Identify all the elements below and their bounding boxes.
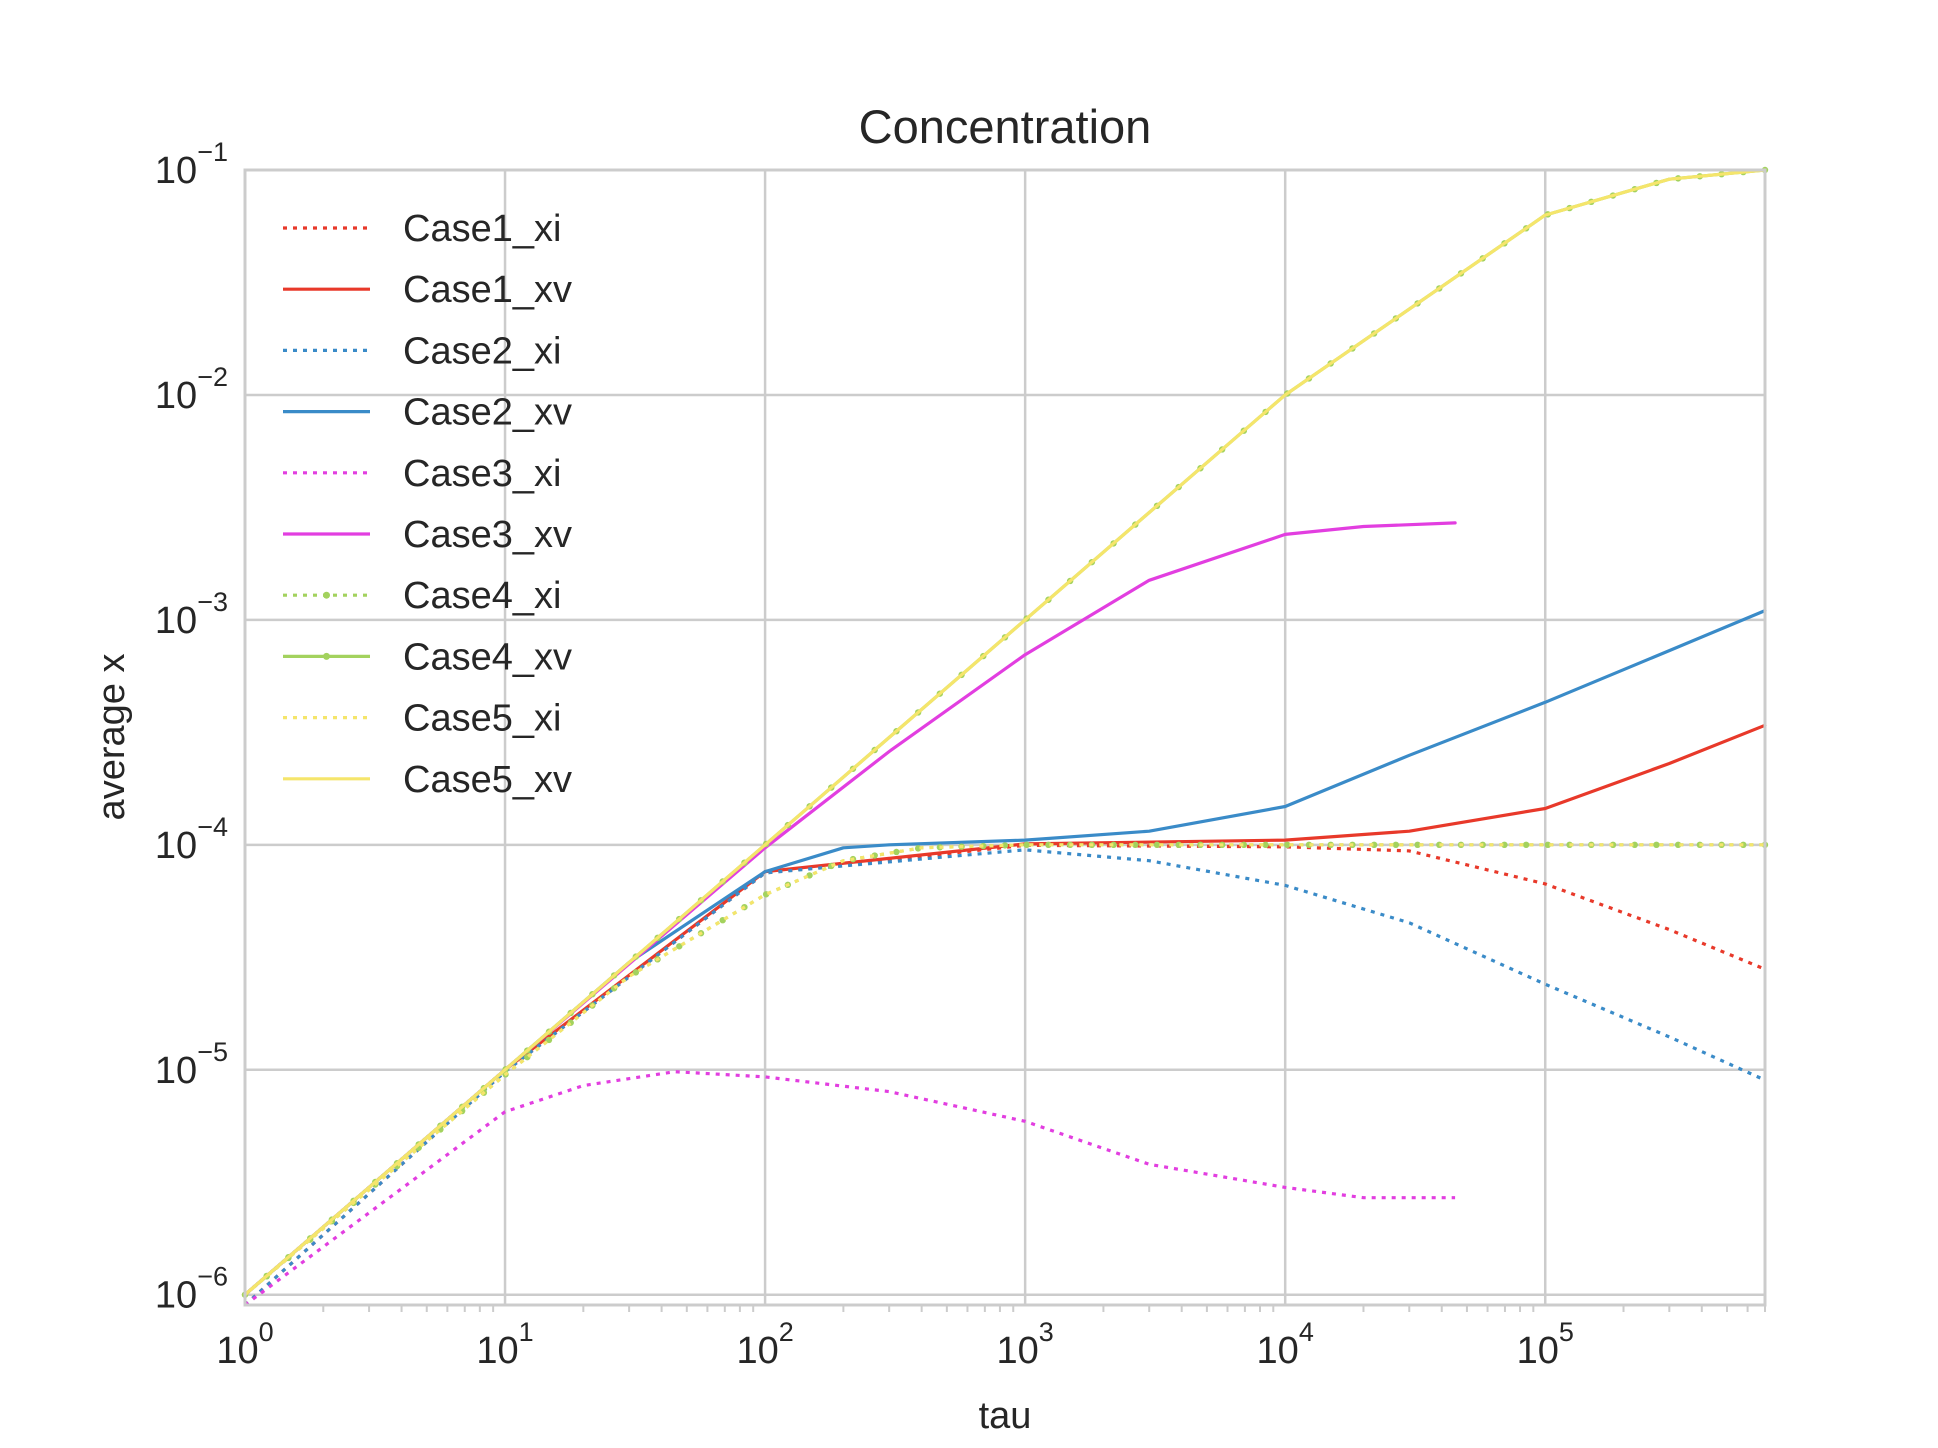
series-line-case5-xv [243, 168, 1767, 1297]
series-line-case5-xi [243, 843, 1765, 1296]
series-line-case1-xi [243, 843, 1766, 1307]
legend-item: Case4_xv [283, 636, 572, 678]
series-marker [1414, 841, 1421, 849]
y-axis-label: average x [91, 654, 133, 821]
legend-label: Case4_xv [403, 636, 572, 678]
legend-marker [323, 591, 330, 599]
series-marker [1023, 841, 1030, 849]
series-marker [893, 848, 900, 856]
chart-title: Concentration [859, 100, 1152, 153]
series-marker [1653, 841, 1660, 849]
series-marker [1153, 841, 1161, 849]
axes-frame [243, 168, 1767, 1307]
x-axis-label: tau [979, 1395, 1032, 1437]
grid [245, 170, 1765, 1305]
legend-item: Case2_xi [283, 330, 561, 372]
legend-item: Case2_xv [283, 392, 572, 434]
series-marker [632, 969, 640, 976]
legend-label: Case2_xv [403, 392, 572, 434]
series-marker [676, 943, 683, 950]
series-marker [1392, 841, 1400, 849]
legend-label: Case2_xi [403, 330, 561, 372]
series-marker [1284, 841, 1291, 849]
legend-label: Case5_xv [403, 759, 572, 801]
legend-label: Case3_xi [403, 453, 561, 495]
legend-item: Case1_xv [283, 269, 572, 311]
legend: Case1_xi Case1_xv Case2_xi Case2_xv Case3_xi… [283, 208, 572, 801]
legend-label: Case3_xv [403, 514, 572, 556]
legend-label: Case4_xi [403, 575, 561, 617]
series-marker [1262, 841, 1269, 849]
plot-area [241, 166, 1769, 1307]
legend-label: Case5_xi [403, 698, 561, 740]
series-marker [545, 1036, 553, 1044]
legend-item: Case3_xv [283, 514, 572, 556]
series-marker [1132, 841, 1139, 849]
legend-label: Case1_xv [403, 269, 572, 311]
legend-item: Case4_xi [283, 575, 561, 617]
series-marker [1522, 841, 1530, 849]
legend-item: Case3_xi [283, 453, 561, 495]
legend-item: Case1_xi [283, 208, 561, 250]
legend-item: Case5_xi [283, 698, 561, 740]
legend-marker [323, 652, 330, 660]
legend-item: Case5_xv [283, 759, 572, 801]
legend-label: Case1_xi [403, 208, 561, 250]
